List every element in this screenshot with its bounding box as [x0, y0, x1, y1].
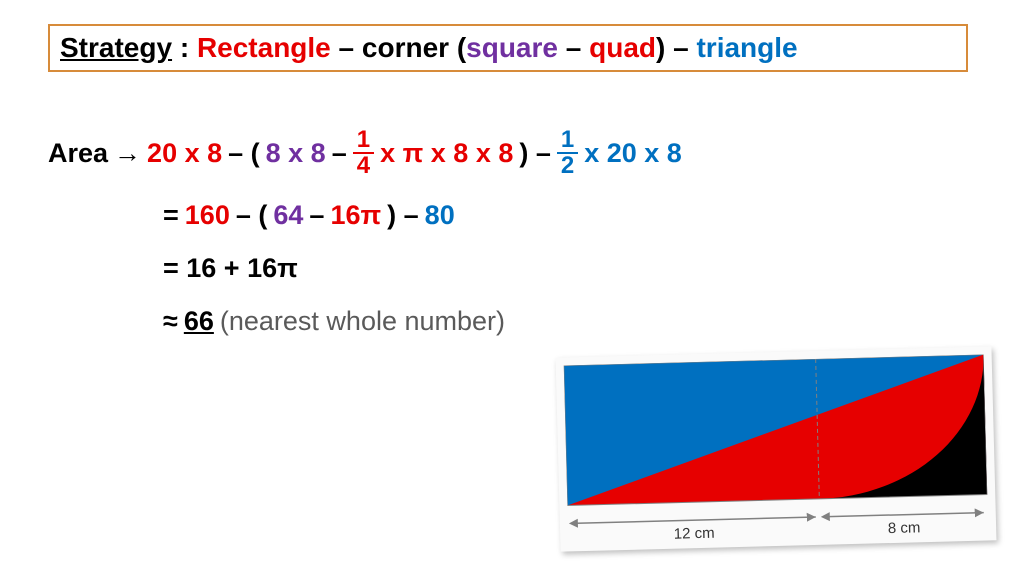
area-close-dash: ) – [519, 138, 551, 169]
svg-text:8 cm: 8 cm [888, 519, 921, 537]
l4-note: (nearest whole number) [220, 306, 505, 337]
area-label: Area [48, 138, 108, 169]
strategy-quad: quad [589, 32, 656, 63]
area-calculation: Area → 20 x 8 – ( 8 x 8 – 1 4 x π x 8 x … [48, 128, 682, 337]
area-dash2: – [332, 138, 347, 169]
strategy-square: square [466, 32, 558, 63]
strategy-dash: – [331, 32, 362, 63]
l2-64: 64 [273, 200, 303, 231]
area-quad-calc: x π x 8 x 8 [380, 138, 513, 169]
l4-answer: 66 [184, 306, 214, 337]
strategy-mid-dash: – [558, 32, 589, 63]
area-frac2: 1 2 [557, 128, 578, 178]
strategy-corner-close: ) – [656, 32, 696, 63]
frac1-num: 1 [353, 128, 374, 154]
area-arrow: → [114, 138, 141, 169]
strategy-box: Strategy : Rectangle – corner (square – … [48, 24, 968, 72]
strategy-sep: : [172, 32, 197, 63]
svg-text:12 cm: 12 cm [674, 525, 715, 543]
strategy-corner-open: corner ( [362, 32, 466, 63]
l2-dash2: – [309, 200, 324, 231]
area-line-3: = 16 + 16π [163, 253, 682, 284]
l2-160: 160 [185, 200, 230, 231]
l2-close: ) – [387, 200, 419, 231]
l4-approx: ≈ [163, 306, 178, 337]
frac2-den: 2 [557, 154, 578, 178]
area-dash1: – ( [228, 138, 260, 169]
area-frac1: 1 4 [353, 128, 374, 178]
area-line-1: Area → 20 x 8 – ( 8 x 8 – 1 4 x π x 8 x … [48, 128, 682, 178]
diagram-svg: 12 cm 8 cm [564, 355, 989, 544]
l2-dash1: – ( [236, 200, 268, 231]
frac2-num: 1 [557, 128, 578, 154]
area-line-4: ≈ 66 (nearest whole number) [163, 306, 682, 337]
l3-full: = 16 + 16π [163, 253, 298, 284]
area-tri-calc: x 20 x 8 [584, 138, 682, 169]
area-rect-calc: 20 x 8 [147, 138, 222, 169]
area-line-2: = 160 – ( 64 – 16π ) – 80 [163, 200, 682, 231]
geometry-diagram: 12 cm 8 cm [556, 346, 997, 551]
strategy-rectangle: Rectangle [197, 32, 331, 63]
frac1-den: 4 [353, 154, 374, 178]
strategy-label: Strategy [60, 32, 172, 63]
l2-16pi: 16π [330, 200, 381, 231]
l2-80: 80 [425, 200, 455, 231]
strategy-triangle: triangle [696, 32, 797, 63]
area-sq-calc: 8 x 8 [266, 138, 326, 169]
l2-eq: = [163, 200, 179, 231]
